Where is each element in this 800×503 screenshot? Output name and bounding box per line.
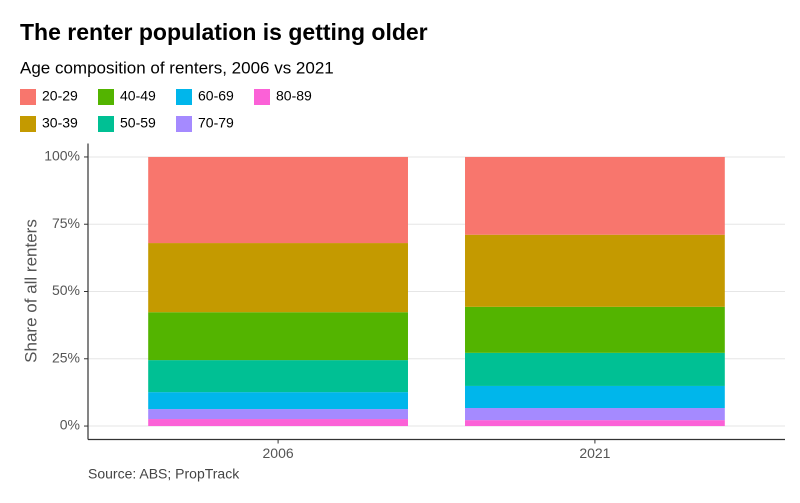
caption: Source: ABS; PropTrack xyxy=(88,466,240,482)
bar-segment xyxy=(465,156,725,235)
x-tick-label: 2021 xyxy=(579,445,610,461)
legend-label: 40-49 xyxy=(120,88,156,104)
legend-swatch xyxy=(254,89,270,105)
bar-segment xyxy=(148,156,408,244)
y-tick-label: 75% xyxy=(52,215,80,231)
legend-swatch xyxy=(20,116,36,132)
bar-segment xyxy=(465,234,725,307)
legend-label: 70-79 xyxy=(198,115,234,131)
bar-segment xyxy=(148,312,408,361)
chart-subtitle: Age composition of renters, 2006 vs 2021 xyxy=(20,58,334,77)
legend-swatch xyxy=(98,89,114,105)
bar-segment xyxy=(148,360,408,393)
bar-segment xyxy=(148,243,408,313)
bar-segment xyxy=(148,392,408,410)
bar-segment xyxy=(465,352,725,386)
y-tick-label: 100% xyxy=(44,148,80,164)
legend-swatch xyxy=(176,89,192,105)
bar-segment xyxy=(148,419,408,427)
legend-label: 80-89 xyxy=(276,88,312,104)
y-tick-label: 50% xyxy=(52,282,80,298)
y-axis-label: Share of all renters xyxy=(21,219,40,363)
legend-swatch xyxy=(176,116,192,132)
y-tick-label: 25% xyxy=(52,349,80,365)
legend-label: 50-59 xyxy=(120,115,156,131)
x-tick-label: 2006 xyxy=(263,445,294,461)
legend-swatch xyxy=(20,89,36,105)
legend-label: 20-29 xyxy=(42,88,78,104)
bar-segment xyxy=(465,306,725,353)
chart-title: The renter population is getting older xyxy=(20,19,428,45)
legend-label: 30-39 xyxy=(42,115,78,131)
bar-segment xyxy=(465,420,725,427)
bar-segment xyxy=(148,409,408,420)
legend-label: 60-69 xyxy=(198,88,234,104)
legend-swatch xyxy=(98,116,114,132)
bar-segment xyxy=(465,385,725,409)
y-tick-label: 0% xyxy=(60,417,80,433)
bar-segment xyxy=(465,408,725,421)
